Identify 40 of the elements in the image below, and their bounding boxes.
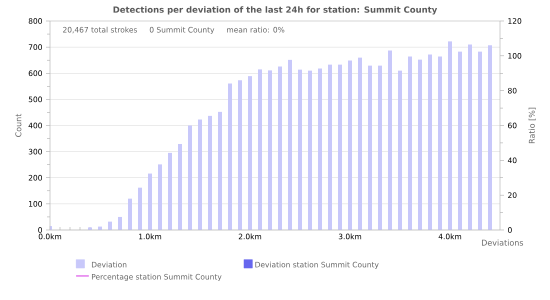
bar — [358, 58, 362, 230]
bar — [438, 56, 442, 230]
bar — [488, 45, 492, 230]
bar — [148, 174, 152, 230]
bar — [258, 69, 262, 230]
bar — [458, 52, 462, 230]
chart-title: Detections per deviation of the last 24h for station: Summit County — [114, 6, 438, 15]
bar — [338, 64, 342, 230]
bar — [278, 66, 282, 230]
bar — [248, 76, 252, 230]
bar — [138, 188, 142, 230]
bar — [478, 52, 482, 230]
bar — [128, 198, 132, 230]
bar — [198, 119, 202, 230]
bar — [348, 60, 352, 230]
bar — [318, 68, 322, 230]
bar — [368, 66, 372, 230]
bar — [188, 126, 192, 230]
bar — [398, 70, 402, 230]
bar — [178, 144, 182, 230]
bar — [288, 60, 292, 230]
bar — [408, 56, 412, 230]
bar — [168, 152, 172, 230]
bar — [468, 44, 472, 230]
bar — [118, 216, 122, 230]
bar — [308, 70, 312, 230]
bar — [448, 41, 452, 230]
bar — [418, 60, 422, 230]
bar — [238, 80, 242, 230]
bar — [428, 54, 432, 230]
bar — [328, 64, 332, 230]
bar — [268, 70, 272, 230]
bar — [208, 116, 212, 230]
bar — [228, 83, 232, 230]
bar — [108, 222, 112, 230]
bar — [218, 112, 222, 230]
bar — [158, 164, 162, 230]
bar — [388, 50, 392, 230]
bar — [298, 70, 302, 230]
bar — [378, 66, 382, 230]
